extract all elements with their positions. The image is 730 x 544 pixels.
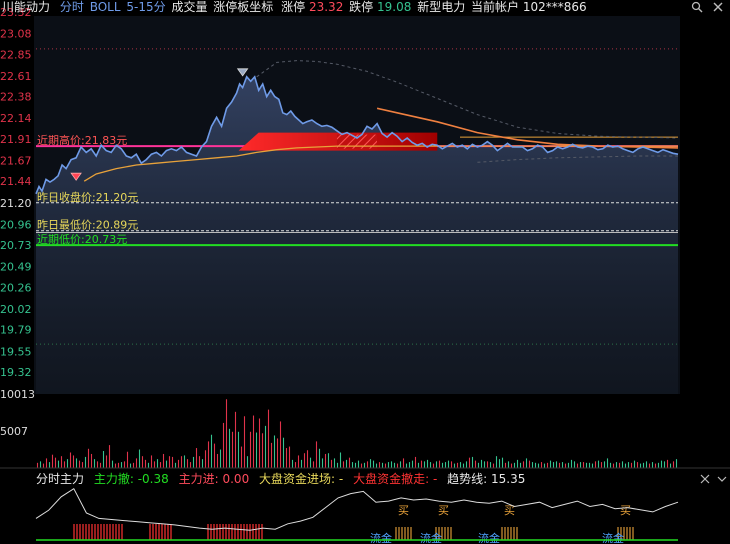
y-tick-label: 22.38 (0, 91, 32, 104)
low-marker-icon (70, 172, 82, 181)
price-line (35, 75, 679, 195)
y-tick-label: 20.02 (0, 303, 32, 316)
main-in-value: 0.00 (222, 472, 250, 486)
y-tick-label: 22.85 (0, 48, 32, 61)
main-out-value: -0.38 (137, 472, 169, 486)
y-tick-label: 20.96 (0, 218, 32, 231)
y-tick-label: 20.26 (0, 281, 32, 294)
high-marker-icon (236, 68, 249, 77)
limit-tool-label[interactable]: 涨停板坐标 (213, 0, 274, 14)
y-tick-label: 21.44 (0, 175, 32, 188)
y-tick-label: 20.73 (0, 239, 32, 252)
boll-upper-line (256, 60, 679, 139)
y-tick-label: 23.08 (0, 28, 32, 41)
lime-mark: 流金 (420, 531, 442, 544)
big-out-label: 大盘资金撤走 (353, 472, 426, 486)
indicator-label[interactable]: BOLL (89, 0, 121, 14)
main-in-label: 主力进 (178, 472, 215, 486)
sub-title[interactable]: 分时主力 (36, 472, 85, 486)
y-tick-label: 21.20 (0, 197, 32, 210)
big-in-value: - (338, 472, 344, 486)
avg-price-line (83, 145, 678, 182)
y-tick-label: 22.61 (0, 70, 32, 83)
y-tick-label: 21.67 (0, 155, 32, 168)
y-tick-label: 22.14 (0, 112, 32, 125)
big-out-value: - (432, 472, 438, 486)
boll-mid-line (376, 107, 679, 149)
limit-down-value: 19.08 (377, 0, 412, 14)
y-tick-label: 23.32 (0, 6, 32, 19)
limit-down-label: 跌停 (349, 0, 374, 14)
vol-tick-label: 10013 (0, 388, 35, 401)
vol-tick-label: 5007 (0, 425, 28, 438)
main-out-label: 主力撤 (93, 472, 130, 486)
y-tick-label: 19.55 (0, 345, 32, 358)
buy-mark: 买 (438, 504, 449, 517)
mode-label[interactable]: 分时 (59, 0, 84, 14)
y-tick-label: 19.32 (0, 366, 32, 379)
sub-menu-icon[interactable] (717, 474, 727, 484)
trend-label: 趋势线 (447, 472, 484, 486)
hline-label: 近期高价:21.83元 (37, 133, 127, 147)
hline-label: 昨日最低价:20.89元 (37, 219, 138, 232)
hline-label: 近期低价:20.73元 (37, 233, 127, 246)
sector-label[interactable]: 新型电力 (417, 0, 466, 14)
y-tick-label: 21.91 (0, 133, 32, 146)
trend-line (35, 487, 679, 531)
account-label: 当前帐户 102***866 (471, 0, 587, 14)
y-tick-label: 20.49 (0, 261, 32, 274)
buy-mark: 买 (620, 504, 631, 517)
ribbon-hatch (336, 134, 377, 149)
trend-value: 15.35 (491, 472, 526, 486)
period-label[interactable]: 5-15分 (126, 0, 166, 14)
stock-name[interactable]: 川能动力 (2, 0, 51, 14)
sub-close-icon[interactable] (700, 474, 710, 484)
buy-mark: 买 (398, 504, 409, 517)
volume-label[interactable]: 成交量 (171, 0, 208, 14)
lime-mark: 流金 (602, 531, 624, 544)
lime-mark: 流金 (370, 531, 392, 544)
hline-label: 昨日收盘价:21.20元 (37, 190, 138, 204)
lime-mark: 流金 (478, 531, 500, 544)
y-tick-label: 19.79 (0, 324, 32, 337)
buy-mark: 买 (504, 504, 515, 517)
limit-up-value: 23.32 (308, 0, 344, 14)
close-icon[interactable] (712, 1, 724, 13)
sub-header: 分时主力 主力撤: -0.38 主力进: 0.00 大盘资金进场: - 大盘资金… (36, 472, 526, 486)
big-in-label: 大盘资金进场 (259, 472, 332, 486)
header-bar: 川能动力 分时 BOLL 5-15分 成交量 涨停板坐标 涨停 23.32 跌停… (2, 0, 587, 15)
limit-up-label: 涨停 (281, 0, 306, 14)
search-icon[interactable] (691, 1, 703, 13)
